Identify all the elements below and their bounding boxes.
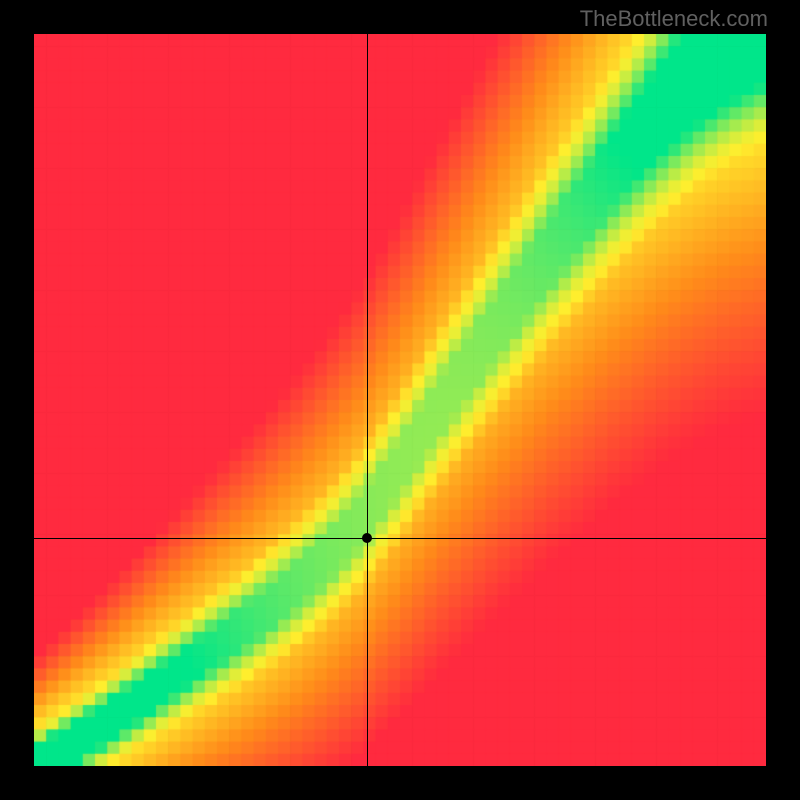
watermark-text: TheBottleneck.com xyxy=(580,6,768,32)
heatmap-chart xyxy=(34,34,766,766)
crosshair-horizontal xyxy=(34,538,766,539)
crosshair-vertical xyxy=(367,34,368,766)
marker-dot xyxy=(362,533,372,543)
heatmap-canvas xyxy=(34,34,766,766)
